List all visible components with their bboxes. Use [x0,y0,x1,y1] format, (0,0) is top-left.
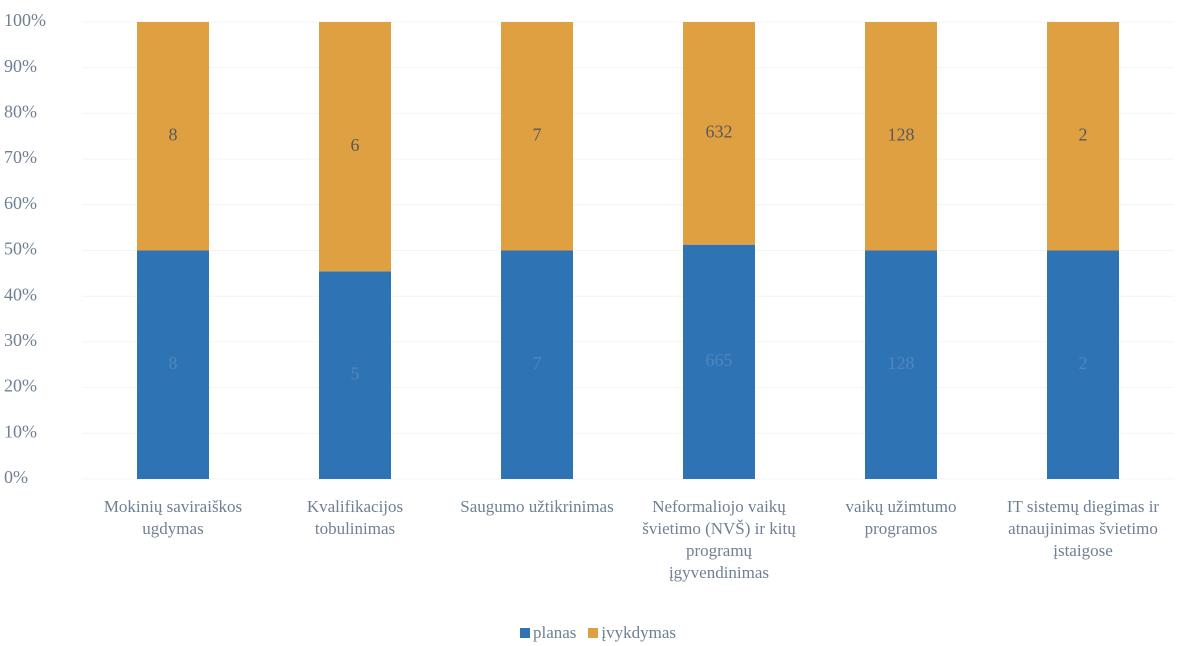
data-label: 7 [533,124,542,144]
data-label: 665 [706,350,733,370]
data-label: 632 [706,121,733,141]
legend-label: planas [532,623,577,643]
x-tick-label: Neformaliojo vaikų švietimo (NVŠ) ir kit… [642,497,796,582]
x-tick-label: IT sistemų diegimas ir atnaujinimas švie… [1006,497,1160,560]
legend-swatch [519,628,530,639]
y-tick-label: 100% [4,10,46,30]
y-tick-label: 80% [4,102,37,122]
x-tick-label: vaikų užimtumo programos [845,497,957,538]
bar-segment [1047,22,1119,251]
y-tick-label: 40% [4,284,37,304]
data-label: 2 [1079,353,1088,373]
data-label: 8 [169,353,178,373]
x-tick-label: Saugumo užtikrinimas [460,497,614,516]
bar-segment [319,271,391,479]
y-tick-label: 90% [4,56,37,76]
y-tick-label: 60% [4,193,37,213]
legend-label: įvykdymas [601,623,677,643]
x-tick-label: Kvalifikacijos tobulinimas [306,497,404,538]
bar-segment [683,22,755,245]
data-label: 128 [888,124,915,144]
bar-segment [137,22,209,251]
legend: planas įvykdymas [0,622,1184,643]
bar-segment [865,250,937,479]
y-tick-label: 30% [4,330,37,350]
x-tick-label: Mokinių saviraiškos ugdymas [103,497,243,538]
data-label: 6 [351,135,360,155]
data-label: 5 [351,363,360,383]
data-label: 8 [169,124,178,144]
y-tick-label: 20% [4,376,37,396]
bar-segment [683,244,755,479]
y-tick-label: 70% [4,147,37,167]
y-tick-label: 0% [4,467,28,487]
bar-segment [319,22,391,272]
data-label: 7 [533,353,542,373]
bar-segment [501,22,573,251]
bar-segment [137,250,209,479]
y-tick-label: 10% [4,421,37,441]
y-tick-label: 50% [4,239,37,259]
legend-swatch [588,628,599,639]
bar-segment [865,22,937,251]
data-label: 128 [888,353,915,373]
bar-segment [1047,250,1119,479]
bar-segment [501,250,573,479]
data-label: 2 [1079,124,1088,144]
